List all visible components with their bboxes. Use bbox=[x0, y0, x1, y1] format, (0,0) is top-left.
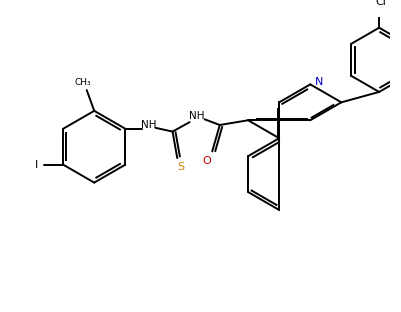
Text: N: N bbox=[315, 77, 323, 87]
Text: NH: NH bbox=[189, 111, 205, 121]
Text: CH₃: CH₃ bbox=[75, 78, 91, 87]
Text: I: I bbox=[35, 160, 38, 170]
Text: Cl: Cl bbox=[376, 0, 387, 7]
Text: S: S bbox=[178, 163, 184, 173]
Text: NH: NH bbox=[141, 120, 157, 130]
Text: O: O bbox=[202, 156, 211, 166]
